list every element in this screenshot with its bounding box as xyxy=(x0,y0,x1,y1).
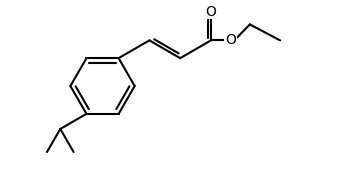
Text: O: O xyxy=(206,5,216,19)
Text: O: O xyxy=(225,33,236,47)
